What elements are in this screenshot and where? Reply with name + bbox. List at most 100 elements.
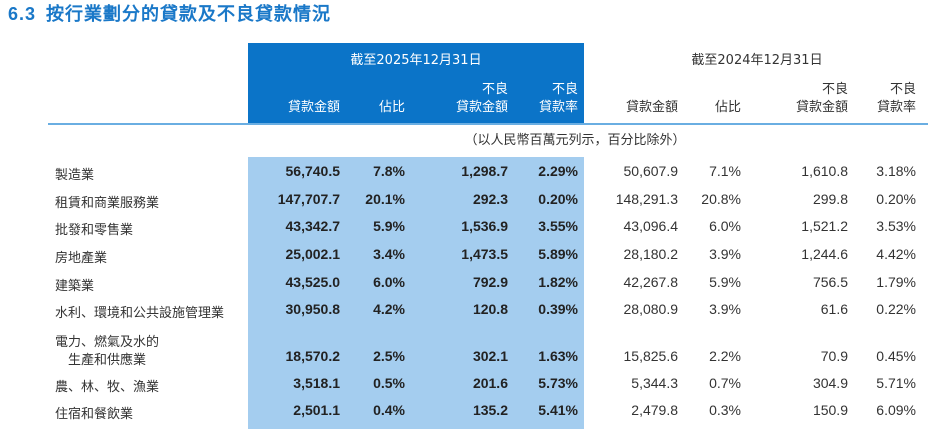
row-label-line2: 生產和供應業 — [68, 353, 147, 368]
cell-2024: 148,291.3 — [615, 191, 678, 207]
cell-2025: 135.2 — [472, 402, 508, 418]
cell-2024: 6.0% — [709, 218, 741, 234]
row-label: 住宿和餐飲業 — [55, 407, 134, 422]
row-label: 房地產業 — [55, 251, 108, 266]
section-title-text: 按行業劃分的貸款及不良貸款情況 — [46, 4, 332, 25]
cell-2025: 1.63% — [538, 348, 578, 364]
cell-2025: 7.8% — [373, 163, 405, 179]
cell-2024: 3.53% — [876, 218, 916, 234]
row-label: 農、林、牧、漁業 — [55, 380, 160, 395]
cell-2024: 0.45% — [876, 348, 916, 364]
cell-2024: 20.8% — [701, 191, 741, 207]
cell-2024: 299.8 — [812, 191, 848, 207]
col-header-2025-line2: 佔比 — [378, 100, 405, 115]
cell-2025: 0.39% — [538, 301, 578, 317]
col-header-2024-line2: 佔比 — [714, 100, 741, 115]
cell-2024: 1.79% — [876, 274, 916, 290]
cell-2024: 1,610.8 — [801, 163, 848, 179]
cell-2025: 0.20% — [538, 191, 578, 207]
col-header-2024-line2: 貸款金額 — [625, 100, 678, 115]
cell-2025: 5.9% — [373, 218, 405, 234]
cell-2025: 0.4% — [373, 402, 405, 418]
col-header-2024-line2: 貸款金額 — [795, 100, 848, 115]
cell-2024: 150.9 — [812, 402, 848, 418]
row-label: 批發和零售業 — [55, 223, 134, 238]
cell-2024: 0.7% — [709, 375, 741, 391]
cell-2025: 792.9 — [472, 274, 508, 290]
row-label: 製造業 — [55, 168, 95, 183]
header-2025-background — [248, 43, 584, 123]
row-label: 建築業 — [55, 279, 95, 294]
col-header-2025-line2: 貸款金額 — [287, 100, 340, 115]
cell-2025: 5.89% — [538, 246, 578, 262]
col-header-2024-line1: 不良 — [889, 82, 916, 97]
cell-2024: 7.1% — [709, 163, 741, 179]
section-title: 6.3 按行業劃分的貸款及不良貸款情況 — [8, 0, 331, 26]
cell-2025: 0.5% — [373, 375, 405, 391]
cell-2025: 30,950.8 — [285, 301, 341, 317]
cell-2024: 43,096.4 — [623, 218, 679, 234]
unit-note: （以人民幣百萬元列示，百分比除外） — [464, 133, 686, 148]
cell-2025: 5.73% — [538, 375, 578, 391]
header-divider — [48, 123, 928, 125]
body-2025-highlight — [248, 157, 584, 429]
cell-2025: 1.82% — [538, 274, 578, 290]
period-2024-header: 截至2024年12月31日 — [691, 53, 823, 68]
cell-2025: 43,342.7 — [285, 218, 341, 234]
cell-2024: 3.18% — [876, 163, 916, 179]
cell-2025: 5.41% — [538, 402, 578, 418]
cell-2025: 292.3 — [472, 191, 508, 207]
cell-2024: 3.9% — [709, 246, 741, 262]
cell-2024: 1,244.6 — [801, 246, 848, 262]
cell-2025: 201.6 — [472, 375, 508, 391]
col-header-2025-line1: 不良 — [551, 82, 578, 97]
col-header-2024-line2: 貸款率 — [876, 100, 916, 115]
cell-2024: 1,521.2 — [801, 218, 848, 234]
cell-2024: 42,267.8 — [623, 274, 679, 290]
cell-2024: 0.20% — [876, 191, 916, 207]
cell-2024: 15,825.6 — [623, 348, 679, 364]
row-label: 租賃和商業服務業 — [55, 196, 160, 211]
cell-2024: 304.9 — [812, 375, 848, 391]
cell-2024: 2.2% — [709, 348, 741, 364]
cell-2024: 28,080.9 — [623, 301, 679, 317]
cell-2024: 61.6 — [820, 301, 848, 317]
cell-2024: 5.9% — [709, 274, 741, 290]
cell-2025: 4.2% — [373, 301, 405, 317]
cell-2025: 120.8 — [472, 301, 508, 317]
cell-2024: 0.3% — [709, 402, 741, 418]
cell-2024: 756.5 — [812, 274, 848, 290]
col-header-2025-line2: 貸款金額 — [455, 100, 508, 115]
cell-2025: 6.0% — [373, 274, 405, 290]
period-2025-header: 截至2025年12月31日 — [350, 53, 482, 68]
cell-2025: 56,740.5 — [285, 163, 341, 179]
row-label: 水利、環境和公共設施管理業 — [55, 306, 225, 321]
cell-2025: 3.4% — [373, 246, 405, 262]
cell-2024: 28,180.2 — [623, 246, 679, 262]
cell-2025: 2.29% — [538, 163, 578, 179]
cell-2024: 2,479.8 — [631, 402, 678, 418]
cell-2025: 3,518.1 — [293, 375, 340, 391]
cell-2025: 1,473.5 — [461, 246, 508, 262]
row-label: 電力、燃氣及水的 — [55, 335, 160, 350]
cell-2024: 3.9% — [709, 301, 741, 317]
cell-2025: 20.1% — [365, 191, 405, 207]
cell-2024: 5.71% — [876, 375, 916, 391]
cell-2025: 1,536.9 — [461, 218, 508, 234]
cell-2025: 2,501.1 — [293, 402, 340, 418]
cell-2025: 1,298.7 — [461, 163, 508, 179]
col-header-2024-line1: 不良 — [821, 82, 848, 97]
cell-2024: 5,344.3 — [631, 375, 678, 391]
cell-2025: 302.1 — [472, 348, 508, 364]
cell-2024: 4.42% — [876, 246, 916, 262]
col-header-2025-line1: 不良 — [481, 82, 508, 97]
cell-2024: 6.09% — [876, 402, 916, 418]
section-number: 6.3 — [8, 4, 37, 24]
cell-2024: 0.22% — [876, 301, 916, 317]
cell-2025: 18,570.2 — [285, 348, 341, 364]
cell-2024: 70.9 — [820, 348, 848, 364]
cell-2025: 25,002.1 — [285, 246, 341, 262]
cell-2024: 50,607.9 — [623, 163, 679, 179]
col-header-2025-line2: 貸款率 — [538, 100, 578, 115]
